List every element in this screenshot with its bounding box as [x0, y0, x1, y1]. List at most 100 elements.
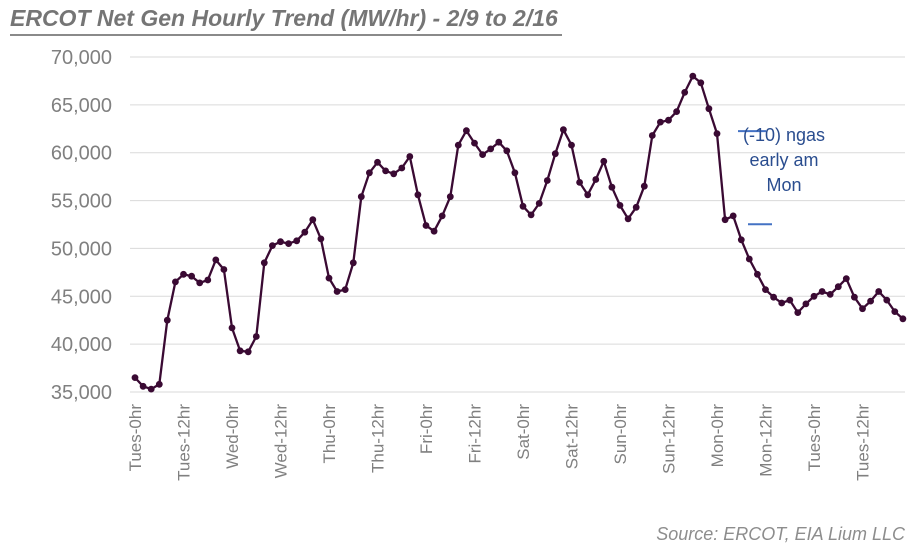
data-point-marker [487, 145, 495, 153]
x-axis-tick-label: Thu-12hr [369, 404, 388, 473]
data-point-marker [778, 299, 786, 307]
data-point-marker [147, 385, 155, 393]
x-axis-tick-label: Sat-0hr [514, 404, 533, 460]
data-point-marker [689, 72, 697, 80]
annotation-line-3: Mon [766, 175, 802, 195]
x-axis-tick-label: Mon-0hr [708, 404, 727, 468]
data-point-marker [495, 138, 503, 146]
data-point-marker [875, 288, 883, 295]
data-point-marker [673, 108, 680, 115]
data-point-marker [624, 215, 632, 223]
data-point-marker [131, 374, 139, 381]
data-point-marker [357, 193, 365, 201]
data-point-marker [648, 132, 656, 139]
data-point-marker [616, 202, 624, 209]
y-axis-tick-label: 70,000 [51, 47, 112, 69]
annotation-line-2: early am [749, 150, 819, 170]
data-point-marker [463, 127, 470, 135]
data-point-marker [543, 177, 551, 184]
data-point-marker [859, 305, 866, 313]
data-point-marker [277, 238, 284, 246]
data-point-marker [697, 79, 705, 87]
data-point-marker [293, 237, 301, 245]
data-point-marker [818, 288, 826, 295]
y-axis-tick-label: 50,000 [51, 238, 112, 260]
x-axis-tick-label: Tues-12hr [854, 404, 873, 481]
y-axis-tick-label: 60,000 [51, 143, 112, 165]
data-point-marker [430, 227, 438, 235]
data-point-marker [640, 182, 648, 190]
data-point-marker [826, 291, 834, 298]
data-point-marker [745, 255, 753, 263]
data-point-marker [535, 200, 543, 207]
data-point-marker [786, 296, 794, 304]
data-point-marker [422, 222, 430, 229]
data-point-marker [414, 191, 422, 199]
data-point-marker [438, 212, 446, 220]
data-point-marker [551, 150, 559, 158]
data-point-marker [584, 191, 592, 199]
data-point-marker [341, 286, 349, 293]
data-point-marker [883, 296, 891, 304]
data-point-marker [737, 236, 745, 244]
data-point-marker [568, 141, 575, 149]
data-point-marker [665, 116, 672, 124]
data-point-marker [834, 283, 842, 291]
annotation-callout: (-10) ngas early am Mon [728, 123, 840, 198]
data-point-marker [220, 266, 228, 273]
data-point-marker [632, 203, 640, 211]
data-point-marker [228, 324, 236, 332]
x-axis-tick-label: Fri-12hr [466, 404, 485, 464]
data-point-marker [891, 308, 899, 315]
data-point-marker [398, 164, 406, 172]
data-point-marker [899, 315, 907, 323]
data-point-marker [729, 212, 737, 220]
data-point-marker [754, 270, 761, 278]
data-point-marker [139, 382, 147, 390]
data-point-marker [705, 105, 713, 113]
data-point-marker [204, 276, 212, 284]
data-point-marker [260, 259, 268, 267]
data-point-marker [406, 153, 414, 160]
data-point-marker [366, 169, 373, 177]
data-point-marker [519, 202, 527, 210]
data-point-marker [333, 288, 341, 295]
data-point-marker [560, 126, 567, 134]
data-point-marker [212, 256, 220, 264]
data-point-marker [301, 228, 309, 236]
data-point-marker [188, 272, 196, 280]
data-point-marker [608, 183, 616, 191]
x-axis-tick-label: Thu-0hr [320, 404, 339, 464]
y-axis-tick-label: 40,000 [51, 334, 112, 356]
chart-title: ERCOT Net Gen Hourly Trend (MW/hr) - 2/9… [10, 5, 562, 36]
source-attribution: Source: ERCOT, EIA Lium LLC [656, 524, 905, 544]
x-axis-tick-label: Sat-12hr [563, 404, 582, 470]
data-point-marker [713, 130, 721, 138]
data-point-marker [479, 151, 486, 159]
data-point-marker [802, 300, 810, 308]
y-axis-tick-label: 55,000 [51, 191, 112, 213]
x-axis-tick-label: Tues-0hr [126, 404, 145, 472]
data-point-marker [721, 216, 729, 224]
x-axis-tick-label: Wed-12hr [272, 404, 291, 479]
data-point-marker [236, 347, 244, 355]
y-axis-tick-label: 45,000 [51, 286, 112, 308]
data-point-marker [244, 348, 252, 356]
data-point-marker [471, 139, 478, 147]
data-point-marker [511, 169, 519, 177]
data-point-marker [454, 141, 462, 149]
x-axis-tick-label: Mon-12hr [757, 404, 776, 477]
data-point-marker [600, 157, 608, 165]
data-point-marker [180, 270, 187, 278]
x-axis-tick-label: Tues-12hr [175, 404, 194, 481]
data-point-marker [810, 292, 818, 300]
data-point-marker [390, 170, 398, 178]
x-axis-tick-label: Wed-0hr [223, 404, 242, 469]
data-point-marker [309, 216, 317, 224]
y-axis-tick-label: 35,000 [51, 382, 112, 404]
data-point-marker [851, 293, 858, 301]
data-point-marker [762, 286, 769, 293]
data-point-marker [196, 279, 204, 287]
